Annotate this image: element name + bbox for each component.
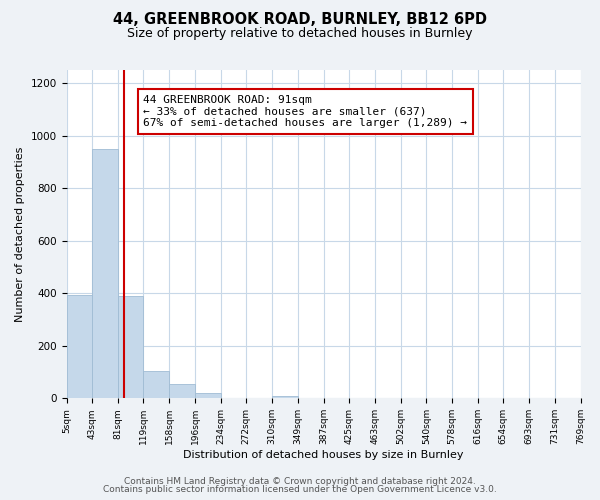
Text: Contains public sector information licensed under the Open Government Licence v3: Contains public sector information licen… xyxy=(103,485,497,494)
Text: Size of property relative to detached houses in Burnley: Size of property relative to detached ho… xyxy=(127,28,473,40)
Bar xyxy=(195,393,221,398)
X-axis label: Distribution of detached houses by size in Burnley: Distribution of detached houses by size … xyxy=(183,450,464,460)
Bar xyxy=(67,294,92,399)
Text: 44, GREENBROOK ROAD, BURNLEY, BB12 6PD: 44, GREENBROOK ROAD, BURNLEY, BB12 6PD xyxy=(113,12,487,28)
Bar xyxy=(169,384,195,398)
Bar xyxy=(118,296,143,398)
Bar xyxy=(272,396,298,398)
Text: Contains HM Land Registry data © Crown copyright and database right 2024.: Contains HM Land Registry data © Crown c… xyxy=(124,477,476,486)
Y-axis label: Number of detached properties: Number of detached properties xyxy=(15,146,25,322)
Bar xyxy=(92,149,118,398)
Bar xyxy=(143,371,169,398)
Text: 44 GREENBROOK ROAD: 91sqm
← 33% of detached houses are smaller (637)
67% of semi: 44 GREENBROOK ROAD: 91sqm ← 33% of detac… xyxy=(143,95,467,128)
